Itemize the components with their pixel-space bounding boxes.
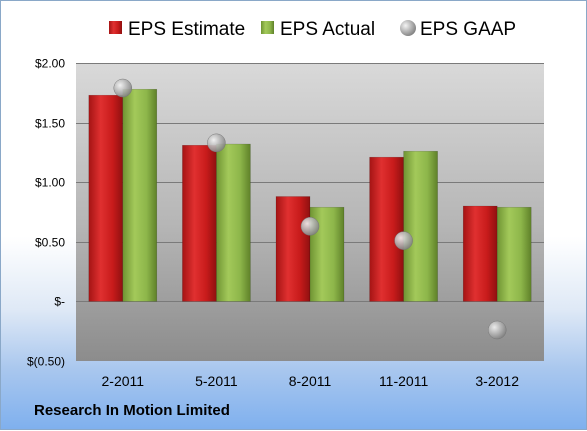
y-tick-label: $1.00	[35, 176, 65, 190]
y-tick-label: $-	[54, 295, 65, 309]
legend: EPS Estimate EPS Actual EPS GAAP	[109, 19, 516, 40]
bar-eps-actual	[496, 206, 532, 302]
bar-eps-actual	[122, 88, 158, 302]
x-tick-label: 3-2012	[475, 373, 519, 389]
legend-label-eps-actual: EPS Actual	[280, 19, 375, 40]
legend-swatch-eps-estimate	[109, 21, 122, 34]
bar-eps-estimate	[275, 196, 311, 302]
legend-label-eps-gaap: EPS GAAP	[420, 19, 516, 40]
bar-eps-actual	[403, 150, 438, 302]
x-tick-label: 8-2011	[289, 373, 332, 389]
y-axis-ticks: $2.00 $1.50 $1.00 $0.50 $- $(0.50)	[27, 57, 65, 369]
bar-eps-actual	[216, 143, 251, 302]
x-tick-label: 5-2011	[195, 373, 238, 389]
marker-eps-gaap	[487, 320, 507, 340]
bar-eps-estimate	[369, 156, 404, 302]
bar-eps-estimate	[462, 205, 498, 302]
legend-label-eps-estimate: EPS Estimate	[128, 19, 245, 40]
bars	[88, 88, 532, 302]
x-tick-label: 2-2011	[102, 373, 145, 389]
gaap-markers	[113, 78, 507, 340]
marker-eps-gaap	[300, 217, 320, 236]
x-tick-label: 11-2011	[379, 373, 429, 389]
y-tick-label: $1.50	[35, 117, 65, 131]
company-name: Research In Motion Limited	[34, 402, 230, 419]
y-tick-label: $(0.50)	[27, 355, 65, 369]
marker-eps-gaap	[394, 231, 413, 250]
legend-swatch-eps-gaap	[400, 20, 416, 36]
x-axis-ticks: 2-2011 5-2011 8-2011 11-2011 3-2012	[102, 373, 520, 389]
y-tick-label: $2.00	[35, 57, 65, 71]
marker-eps-gaap	[207, 133, 226, 153]
y-tick-label: $0.50	[35, 236, 65, 250]
marker-eps-gaap	[113, 78, 133, 98]
bar-eps-estimate	[88, 94, 124, 302]
bar-eps-estimate	[182, 144, 217, 302]
legend-swatch-eps-actual	[261, 21, 274, 34]
